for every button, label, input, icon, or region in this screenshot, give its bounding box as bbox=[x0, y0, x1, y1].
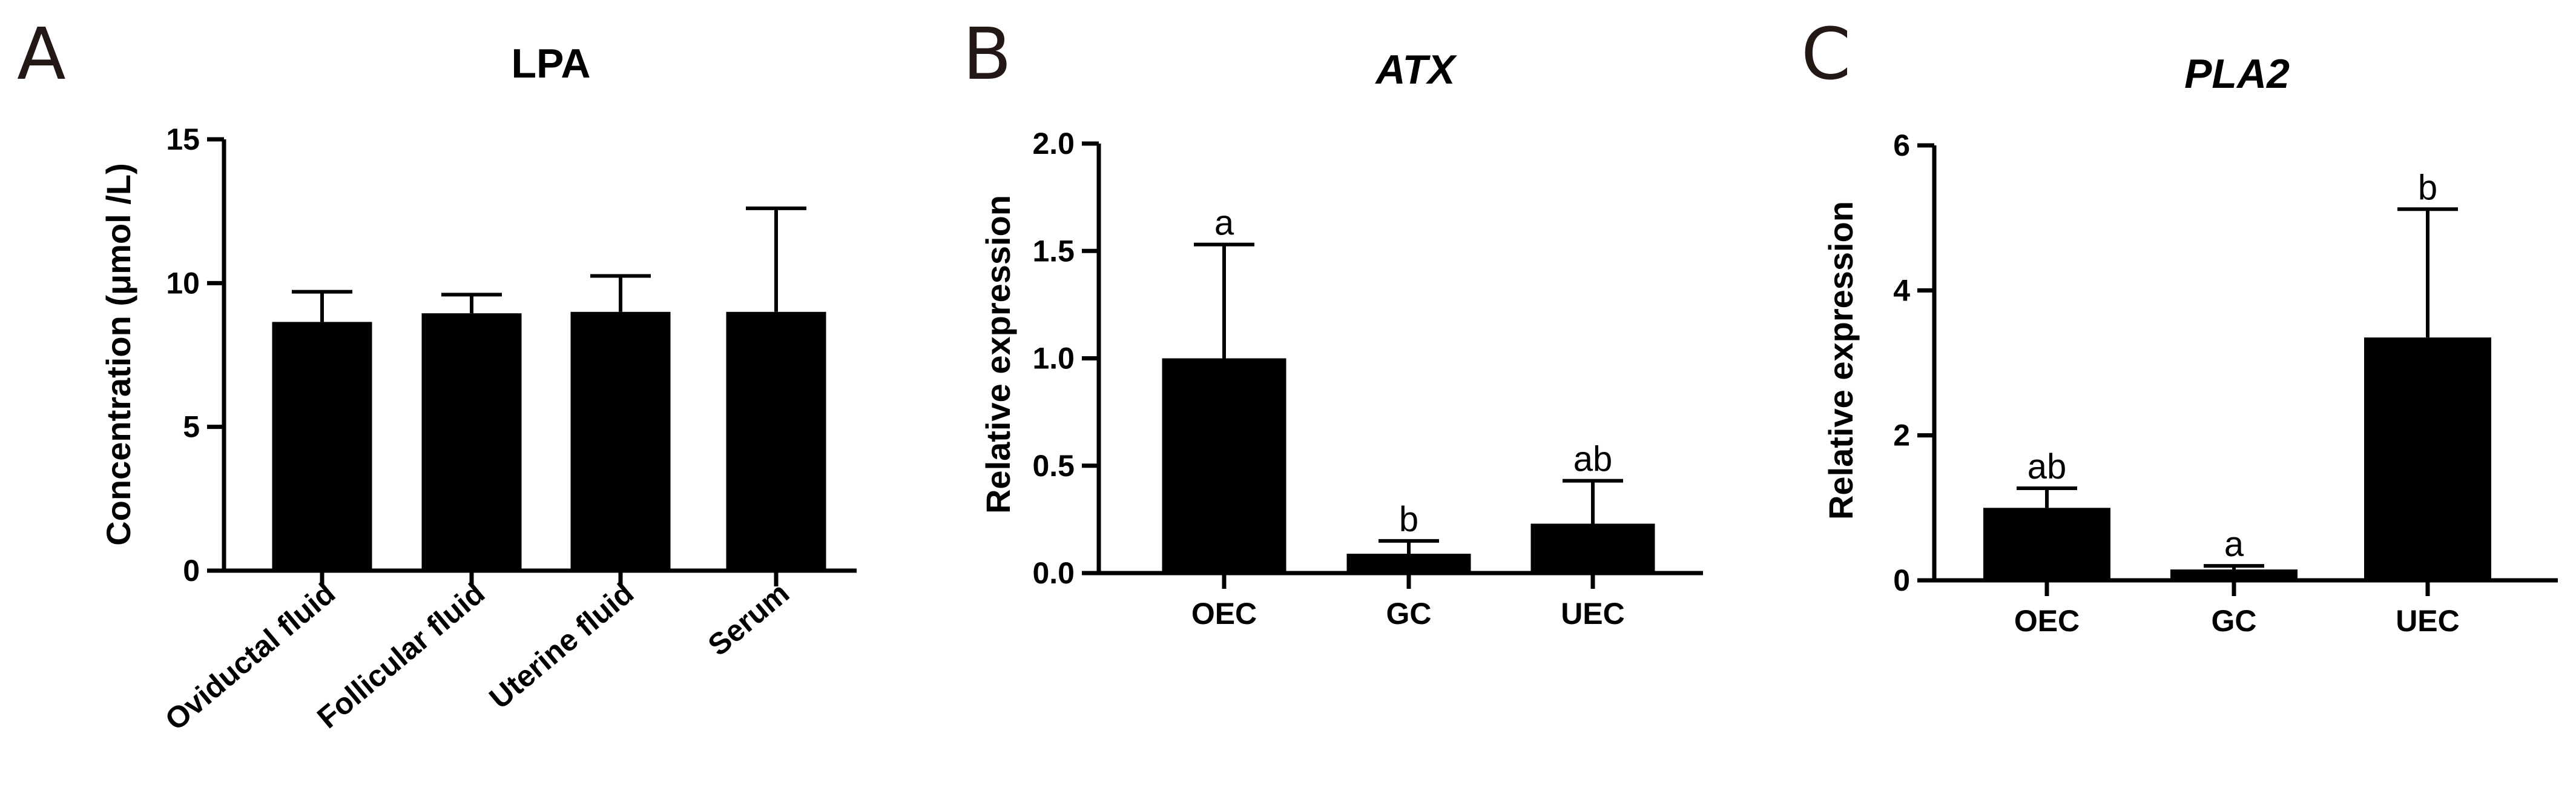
panel-a-bars bbox=[272, 206, 826, 571]
panel-b-y-tick-label: 1.0 bbox=[1032, 342, 1075, 376]
panel-b: B ATX Relative expression 0.0 0.5 1.0 1.5 2.… bbox=[963, 12, 1703, 631]
panel-c-y-tick-label: 0 bbox=[1893, 563, 1910, 597]
panel-b-bar bbox=[1162, 358, 1286, 573]
panel-a-letter: A bbox=[17, 12, 66, 96]
panel-b-category-label: GC bbox=[1386, 597, 1432, 631]
panel-c-ylabel: Relative expression bbox=[1822, 201, 1860, 520]
panel-a-y-tick-label: 0 bbox=[183, 554, 200, 588]
panel-b-significance-label: b bbox=[1399, 500, 1418, 539]
panel-c-bar bbox=[1983, 508, 2110, 580]
panel-b-significance-label: ab bbox=[1573, 440, 1613, 479]
panel-a-title: LPA bbox=[512, 41, 591, 87]
panel-a-y-tick-label: 10 bbox=[166, 266, 200, 300]
panel-c-y-ticks: 0 2 4 6 bbox=[1893, 128, 1934, 597]
panel-a-ylabel: Concentration (μmol /L) bbox=[99, 163, 137, 546]
panel-b-y-tick-label: 2.0 bbox=[1032, 127, 1075, 161]
panel-a-bar bbox=[570, 311, 671, 571]
panel-b-y-ticks: 0.0 0.5 1.0 1.5 2.0 bbox=[1032, 127, 1099, 590]
panel-c-significance-label: b bbox=[2418, 168, 2437, 207]
panel-b-category-label: UEC bbox=[1561, 597, 1625, 631]
panel-c-significance-label: a bbox=[2224, 525, 2244, 564]
panel-c-category-labels: OEC GC UEC bbox=[2014, 580, 2460, 638]
panel-b-y-tick-label: 1.5 bbox=[1032, 234, 1075, 268]
panel-b-y-tick-label: 0.5 bbox=[1032, 449, 1075, 483]
panel-a-y-tick-label: 5 bbox=[183, 410, 200, 444]
panel-b-category-labels: OEC GC UEC bbox=[1191, 573, 1625, 631]
panel-c-bar bbox=[2170, 569, 2298, 580]
panel-a-bar bbox=[272, 322, 372, 571]
panel-a-category-label: Uterine fluid bbox=[483, 576, 640, 715]
panel-a-y-tick-label: 15 bbox=[166, 122, 200, 156]
panel-c-title: PLA2 bbox=[2184, 51, 2290, 97]
panel-b-y-tick-label: 0.0 bbox=[1032, 556, 1075, 590]
panel-c-y-tick-label: 4 bbox=[1893, 273, 1910, 307]
panel-c-category-label: OEC bbox=[2014, 604, 2080, 638]
panel-b-bar bbox=[1346, 554, 1471, 573]
panel-c-y-tick-label: 6 bbox=[1893, 128, 1910, 162]
panel-b-ylabel: Relative expression bbox=[979, 195, 1017, 514]
panel-a-bar bbox=[421, 313, 522, 571]
panel-a: A LPA Concentration (μmol /L) 0 5 10 15 Ovi… bbox=[17, 12, 857, 737]
panel-b-category-label: OEC bbox=[1191, 597, 1257, 631]
panel-c-letter: C bbox=[1801, 12, 1851, 96]
panel-c-significance-label: ab bbox=[2028, 447, 2067, 486]
panel-c-category-label: UEC bbox=[2396, 604, 2460, 638]
panel-b-letter: B bbox=[963, 12, 1012, 96]
panel-b-bar bbox=[1530, 523, 1655, 573]
panel-c-category-label: GC bbox=[2212, 604, 2257, 638]
panel-b-significance-label: a bbox=[1214, 204, 1234, 243]
panel-a-y-ticks: 0 5 10 15 bbox=[166, 122, 224, 588]
panel-c-y-tick-label: 2 bbox=[1893, 419, 1910, 453]
panel-a-category-label: Serum bbox=[702, 576, 796, 663]
panel-a-bar bbox=[726, 311, 826, 571]
panel-b-title: ATX bbox=[1375, 47, 1458, 93]
panel-c-bar bbox=[2364, 337, 2491, 580]
